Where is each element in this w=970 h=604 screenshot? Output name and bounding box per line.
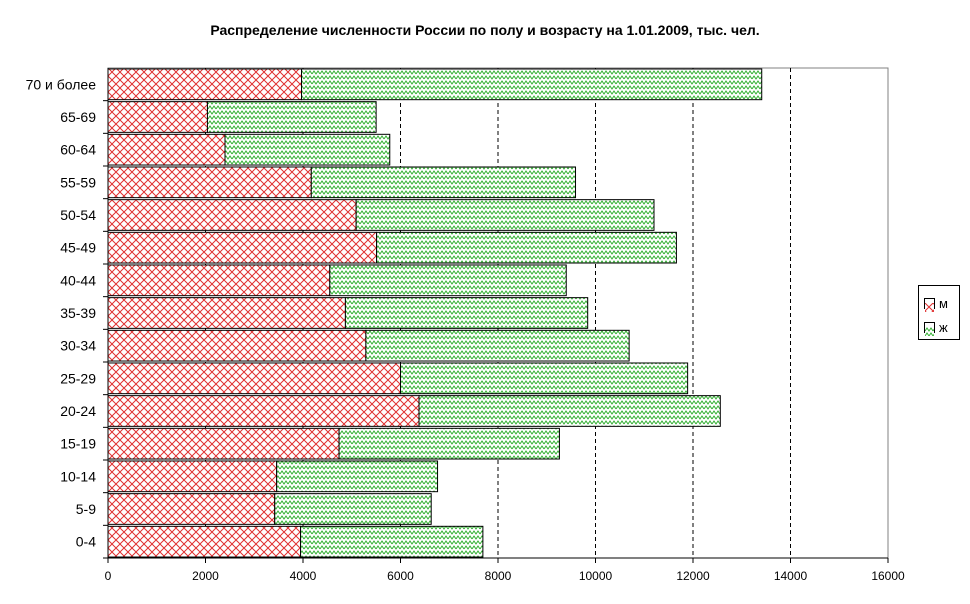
legend-swatch-zh	[924, 321, 935, 336]
bar-zh-6	[365, 329, 630, 362]
y-tick-label-8: 40-44	[60, 272, 96, 288]
bar-m-10	[107, 199, 357, 231]
y-tick-label-11: 55-59	[60, 174, 96, 190]
x-tick-label-6: 12000	[676, 569, 710, 583]
x-tick-label-4: 8000	[485, 569, 512, 583]
y-tick-label-9: 45-49	[60, 240, 96, 256]
bar-m-14	[107, 68, 303, 101]
bar-zh-14	[301, 68, 763, 101]
legend-item-zh: ж	[924, 319, 948, 336]
y-tick-label-5: 25-29	[60, 370, 96, 386]
legend-item-m: м	[924, 295, 948, 312]
bar-zh-11	[310, 166, 577, 199]
y-tick-label-0: 0-4	[76, 534, 96, 550]
x-tick-label-5: 10000	[579, 569, 613, 583]
bar-m-8	[107, 264, 331, 297]
bar-m-1	[107, 493, 276, 525]
bar-zh-7	[344, 297, 589, 329]
x-tick-label-7: 14000	[774, 569, 808, 583]
bar-zh-4	[418, 395, 721, 427]
bar-m-5	[107, 362, 401, 395]
bar-m-12	[107, 133, 226, 166]
y-tick-label-10: 50-54	[60, 207, 96, 223]
x-tick-label-8: 16000	[871, 569, 905, 583]
bar-zh-10	[355, 199, 655, 231]
bar-zh-0	[300, 525, 484, 558]
legend-label-zh: ж	[939, 319, 948, 335]
y-tick-label-2: 10-14	[60, 468, 96, 484]
y-tick-label-13: 65-69	[60, 109, 96, 125]
y-tick-label-14: 70 и более	[26, 76, 97, 92]
x-tick-label-1: 2000	[192, 569, 219, 583]
bar-m-13	[107, 101, 208, 133]
bar-m-7	[107, 297, 346, 329]
legend-label-m: м	[939, 295, 948, 311]
y-tick-label-3: 15-19	[60, 436, 96, 452]
x-tick-label-2: 4000	[290, 569, 317, 583]
bar-m-3	[107, 427, 340, 460]
bar-zh-1	[274, 493, 432, 525]
legend: м ж	[918, 285, 960, 340]
y-tick-label-12: 60-64	[60, 142, 96, 158]
bar-m-0	[107, 525, 302, 558]
bar-m-6	[107, 329, 367, 362]
bar-zh-9	[376, 231, 677, 264]
bar-zh-8	[329, 264, 567, 297]
bar-zh-3	[338, 427, 560, 460]
bar-zh-5	[400, 362, 689, 395]
bar-zh-2	[276, 460, 439, 493]
y-tick-label-4: 20-24	[60, 403, 96, 419]
x-tick-label-3: 6000	[387, 569, 414, 583]
y-tick-label-1: 5-9	[76, 501, 96, 517]
bar-zh-13	[206, 101, 377, 133]
bar-m-9	[107, 231, 378, 264]
y-tick-label-7: 35-39	[60, 305, 96, 321]
bar-m-2	[107, 460, 278, 493]
bar-zh-12	[224, 133, 391, 166]
x-tick-label-0: 0	[105, 569, 112, 583]
bar-m-4	[107, 395, 420, 427]
y-tick-label-6: 30-34	[60, 338, 96, 354]
chart-title: Распределение численности России по полу…	[210, 22, 760, 38]
legend-swatch-m	[924, 297, 935, 312]
bar-m-11	[107, 166, 312, 199]
